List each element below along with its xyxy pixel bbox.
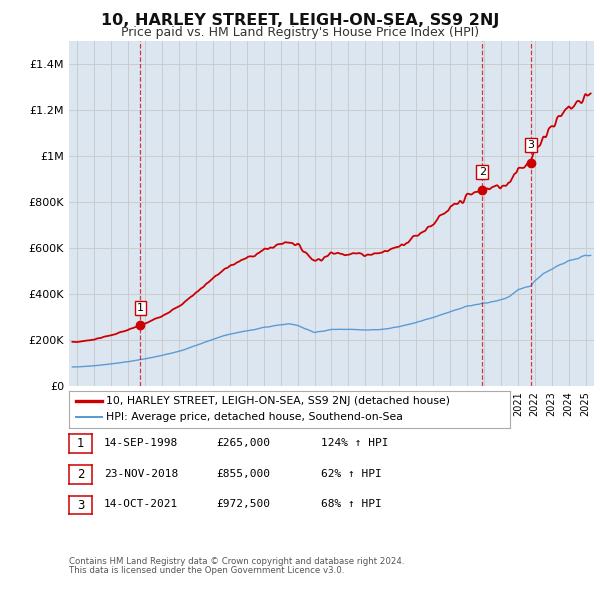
Text: 1: 1 bbox=[137, 303, 144, 313]
Text: 14-OCT-2021: 14-OCT-2021 bbox=[104, 500, 178, 509]
Text: Price paid vs. HM Land Registry's House Price Index (HPI): Price paid vs. HM Land Registry's House … bbox=[121, 26, 479, 39]
Text: 2: 2 bbox=[77, 468, 84, 481]
Text: 14-SEP-1998: 14-SEP-1998 bbox=[104, 438, 178, 448]
Text: 2: 2 bbox=[479, 167, 486, 177]
Text: £972,500: £972,500 bbox=[216, 500, 270, 509]
Text: £855,000: £855,000 bbox=[216, 469, 270, 478]
Text: £265,000: £265,000 bbox=[216, 438, 270, 448]
Text: 62% ↑ HPI: 62% ↑ HPI bbox=[321, 469, 382, 478]
Text: 1: 1 bbox=[77, 437, 84, 450]
Text: 10, HARLEY STREET, LEIGH-ON-SEA, SS9 2NJ: 10, HARLEY STREET, LEIGH-ON-SEA, SS9 2NJ bbox=[101, 13, 499, 28]
Text: 10, HARLEY STREET, LEIGH-ON-SEA, SS9 2NJ (detached house): 10, HARLEY STREET, LEIGH-ON-SEA, SS9 2NJ… bbox=[106, 396, 451, 406]
Text: 68% ↑ HPI: 68% ↑ HPI bbox=[321, 500, 382, 509]
Text: This data is licensed under the Open Government Licence v3.0.: This data is licensed under the Open Gov… bbox=[69, 566, 344, 575]
Text: 23-NOV-2018: 23-NOV-2018 bbox=[104, 469, 178, 478]
Text: 124% ↑ HPI: 124% ↑ HPI bbox=[321, 438, 389, 448]
Text: 3: 3 bbox=[77, 499, 84, 512]
Text: 3: 3 bbox=[527, 140, 535, 150]
Text: HPI: Average price, detached house, Southend-on-Sea: HPI: Average price, detached house, Sout… bbox=[106, 412, 403, 422]
Text: Contains HM Land Registry data © Crown copyright and database right 2024.: Contains HM Land Registry data © Crown c… bbox=[69, 558, 404, 566]
